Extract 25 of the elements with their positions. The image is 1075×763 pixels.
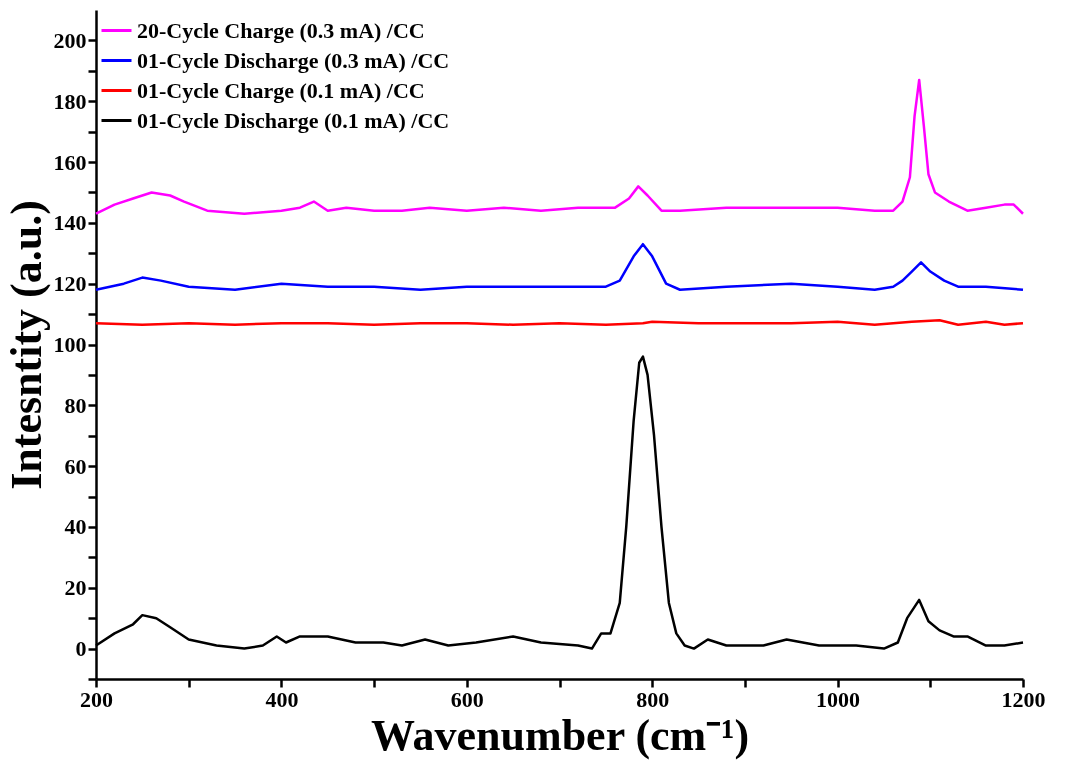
- x-tick-label: 800: [636, 686, 670, 712]
- x-tick-label: 200: [80, 686, 113, 712]
- x-tick-label: 600: [450, 686, 484, 712]
- x-axis-title: Wavenumber (cm⁻¹): [370, 710, 750, 760]
- y-tick-label: 200: [53, 27, 87, 53]
- y-axis-title: Intesntity (a.u.): [1, 200, 51, 490]
- line-series: [94, 242, 1025, 292]
- x-tick-label: 400: [265, 686, 299, 712]
- legend-label: 20-Cycle Charge (0.3 mA) /CC: [137, 17, 425, 43]
- y-tick-label: 60: [64, 453, 87, 479]
- legend-label: 01-Cycle Charge (0.1 mA) /CC: [137, 77, 425, 103]
- y-tick-label: 20: [64, 575, 87, 601]
- legend-label: 01-Cycle Discharge (0.1 mA) /CC: [137, 107, 450, 133]
- y-tick-label: 40: [64, 514, 87, 540]
- line-series: [94, 78, 1025, 215]
- y-tick-label: 80: [64, 392, 87, 418]
- x-tick-label: 1000: [816, 686, 861, 712]
- y-tick-label: 180: [53, 88, 87, 114]
- y-tick-label: 0: [75, 636, 87, 662]
- legend-label: 01-Cycle Discharge (0.3 mA) /CC: [137, 47, 450, 73]
- y-tick-label: 140: [53, 210, 87, 236]
- y-tick-label: 160: [53, 149, 87, 175]
- y-tick-label: 120: [53, 271, 87, 297]
- y-tick-label: 100: [53, 332, 87, 357]
- x-tick-label: 1200: [1001, 686, 1046, 712]
